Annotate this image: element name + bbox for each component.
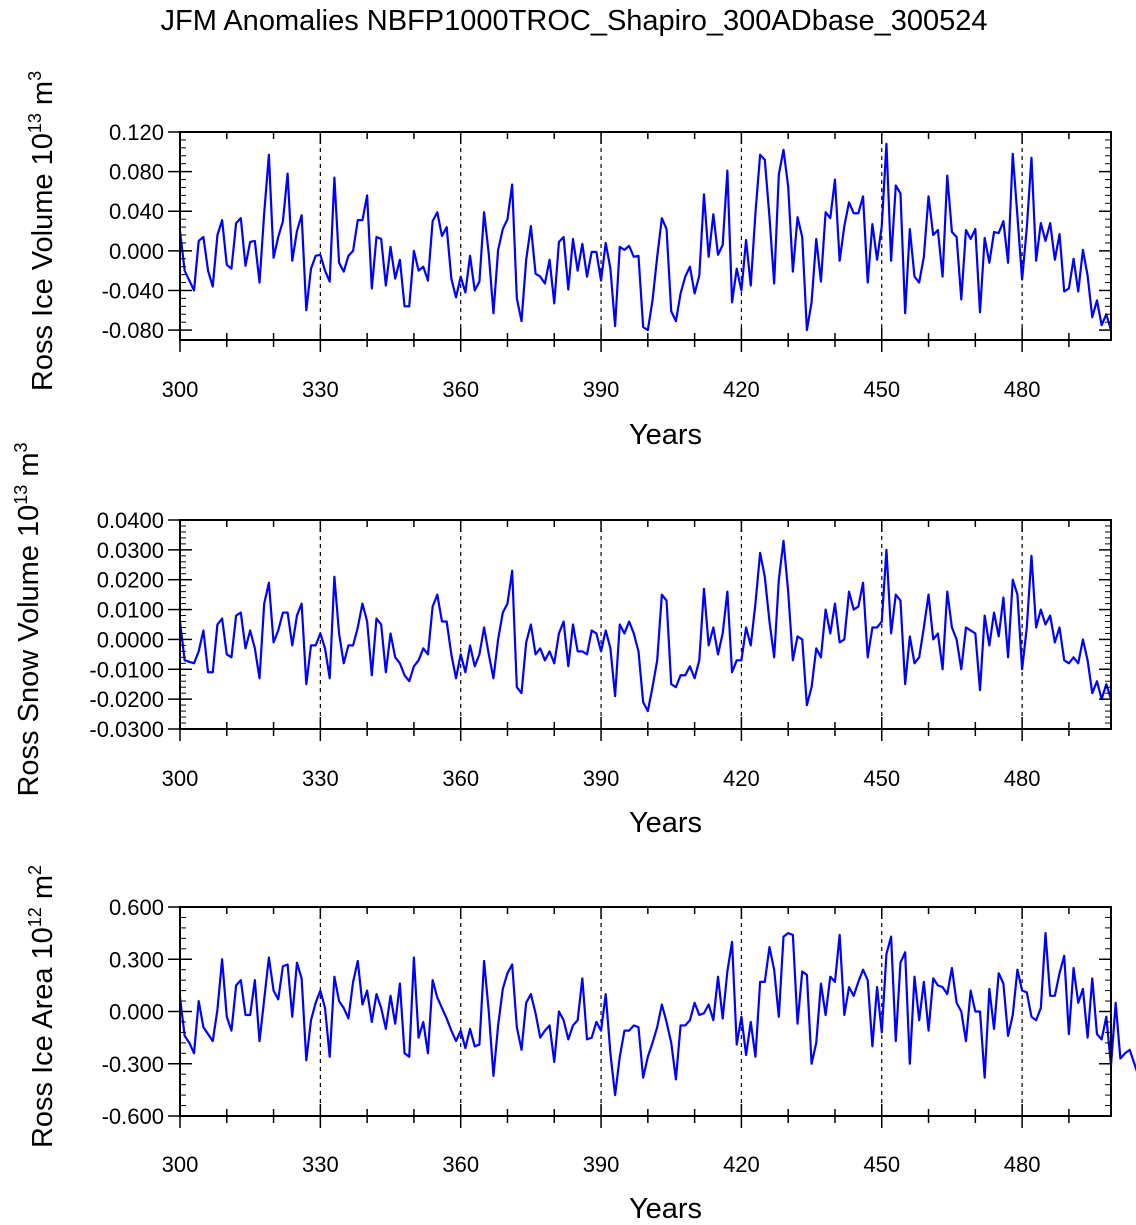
data-series-line bbox=[178, 932, 1136, 1097]
x-tick-label: 420 bbox=[723, 766, 760, 791]
y-tick-label: 0.040 bbox=[109, 199, 164, 224]
y-tick-label: 0.0100 bbox=[97, 598, 164, 623]
y-tick-label: -0.040 bbox=[102, 278, 164, 303]
panel-3: 300 330 360 390 420 450 480 -0.600 -0.300 0.000 0.… bbox=[25, 865, 1136, 1225]
y-tick-label: 0.0000 bbox=[97, 627, 164, 652]
panel-1: 300 330 360 390 420 450 480 -0.080 -0.040 0.000 0.… bbox=[25, 71, 1113, 451]
y-tick-label: 0.0300 bbox=[97, 538, 164, 563]
panel-2: 300 330 360 390 420 450 480 -0.0300 -0.0200 -0.01… bbox=[11, 442, 1113, 839]
y-tick-label: -0.080 bbox=[102, 318, 164, 343]
data-series-line bbox=[178, 142, 1113, 332]
y-tick-label: 0.000 bbox=[109, 239, 164, 264]
x-tick-label: 420 bbox=[723, 377, 760, 402]
x-axis-title: Years bbox=[629, 1193, 702, 1225]
x-tick-label: 300 bbox=[162, 1152, 199, 1177]
y-tick-label: -0.600 bbox=[102, 1104, 164, 1129]
y-axis-title: Ross Snow Volume 1013 m3 bbox=[11, 442, 45, 796]
x-axis-title: Years bbox=[629, 419, 702, 451]
y-tick-label: 0.120 bbox=[109, 120, 164, 145]
x-tick-label: 300 bbox=[162, 377, 199, 402]
x-tick-label: 480 bbox=[1004, 377, 1041, 402]
y-tick-label: -0.0200 bbox=[89, 687, 164, 712]
x-tick-label: 450 bbox=[863, 1152, 900, 1177]
x-tick-label: 390 bbox=[583, 377, 620, 402]
x-tick-label: 330 bbox=[302, 377, 339, 402]
x-tick-label: 450 bbox=[863, 766, 900, 791]
y-tick-label: 0.0400 bbox=[97, 508, 164, 533]
y-axis-title: Ross Ice Volume 1013 m3 bbox=[25, 71, 59, 391]
plot-frame bbox=[179, 131, 1112, 341]
chart-title: JFM Anomalies NBFP1000TROC_Shapiro_300AD… bbox=[161, 5, 988, 37]
y-tick-label: 0.300 bbox=[109, 947, 164, 972]
x-axis-title: Years bbox=[629, 807, 702, 839]
x-tick-label: 360 bbox=[442, 1152, 479, 1177]
x-tick-label: 480 bbox=[1004, 1152, 1041, 1177]
y-tick-label: 0.000 bbox=[109, 1000, 164, 1025]
x-tick-label: 420 bbox=[723, 1152, 760, 1177]
x-tick-label: 300 bbox=[162, 766, 199, 791]
x-tick-label: 480 bbox=[1004, 766, 1041, 791]
x-tick-label: 390 bbox=[583, 766, 620, 791]
data-series-line bbox=[178, 539, 1113, 713]
x-tick-label: 390 bbox=[583, 1152, 620, 1177]
y-tick-label: -0.300 bbox=[102, 1052, 164, 1077]
y-tick-label: -0.0300 bbox=[89, 717, 164, 742]
y-tick-label: 0.600 bbox=[109, 895, 164, 920]
x-tick-label: 450 bbox=[863, 377, 900, 402]
x-tick-label: 330 bbox=[302, 1152, 339, 1177]
y-axis-title: Ross Ice Area 1012 m2 bbox=[25, 865, 59, 1148]
x-tick-label: 360 bbox=[442, 766, 479, 791]
plot-frame bbox=[179, 519, 1112, 730]
y-tick-label: 0.0200 bbox=[97, 568, 164, 593]
y-tick-label: -0.0100 bbox=[89, 657, 164, 682]
x-tick-label: 360 bbox=[442, 377, 479, 402]
x-tick-label: 330 bbox=[302, 766, 339, 791]
y-tick-label: 0.080 bbox=[109, 160, 164, 185]
